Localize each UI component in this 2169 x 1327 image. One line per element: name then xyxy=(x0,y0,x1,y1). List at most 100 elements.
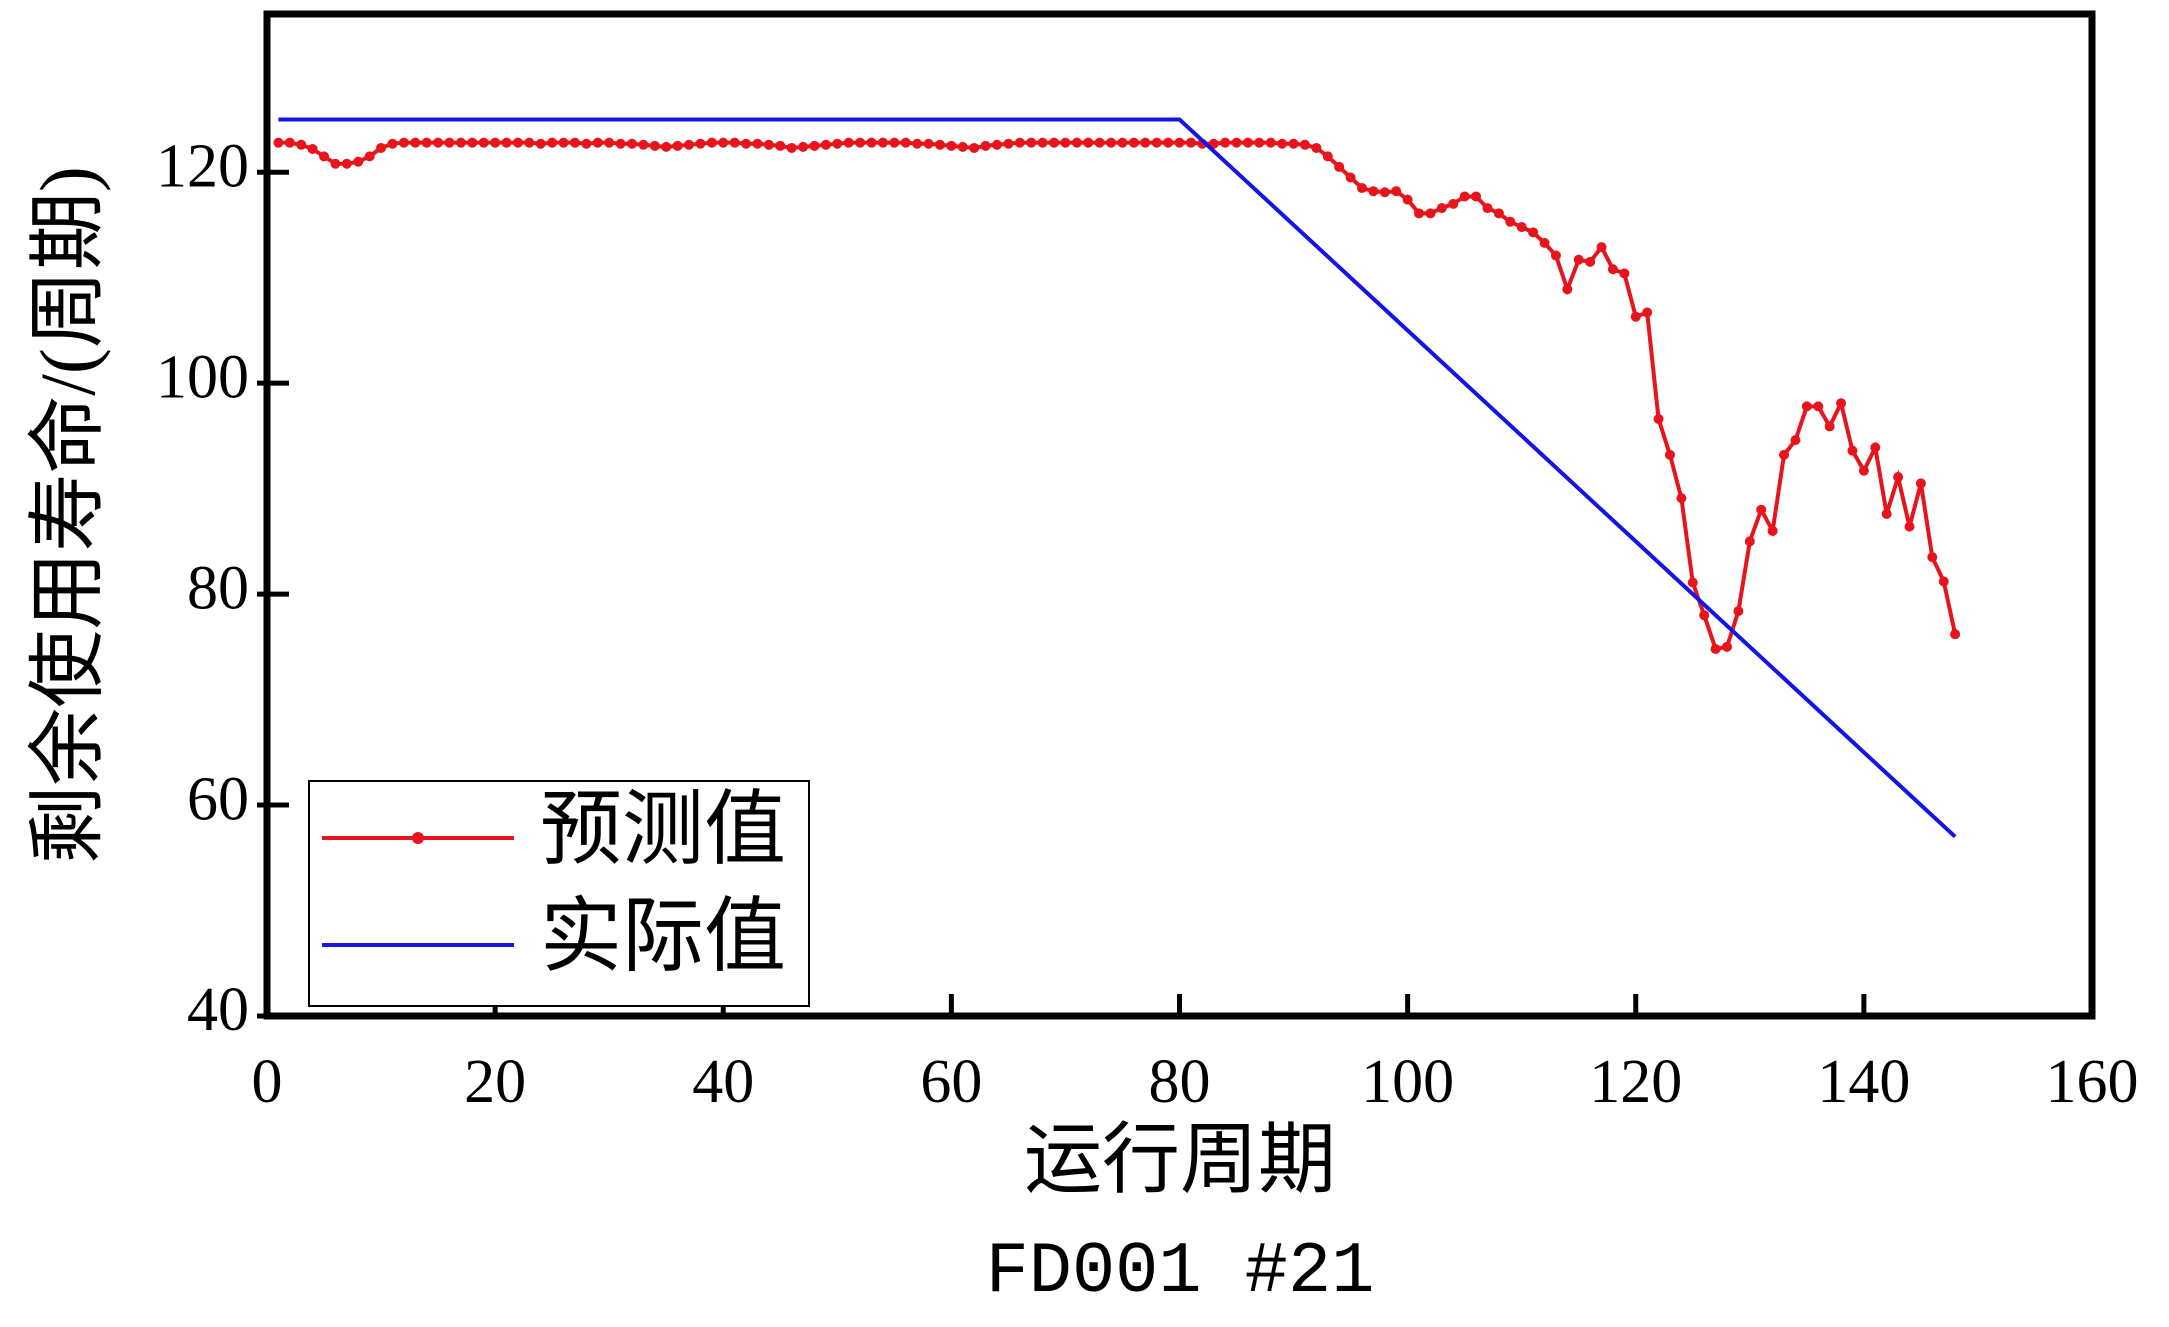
point xyxy=(1927,552,1938,563)
x-tick-label: 40 xyxy=(692,1048,754,1116)
point xyxy=(1676,493,1687,504)
y-axis-title: 剩余使用寿命/(周期) xyxy=(24,166,111,864)
point xyxy=(467,137,478,148)
point xyxy=(433,137,444,148)
point xyxy=(786,142,797,153)
point xyxy=(1277,138,1288,149)
point xyxy=(569,137,580,148)
point xyxy=(1254,137,1265,148)
legend-box xyxy=(308,780,810,1007)
point xyxy=(341,158,352,169)
point xyxy=(946,140,957,151)
point xyxy=(592,137,603,148)
y-tick-label: 80 xyxy=(187,554,249,622)
plot-frame xyxy=(263,10,2096,1020)
point xyxy=(1687,577,1698,588)
point xyxy=(706,137,717,148)
point xyxy=(1733,605,1744,616)
point xyxy=(980,140,991,151)
y-tick-label: 60 xyxy=(187,765,249,833)
point xyxy=(398,137,409,148)
point xyxy=(1174,137,1185,148)
point xyxy=(1596,242,1607,253)
point xyxy=(547,137,558,148)
point xyxy=(1630,311,1641,322)
point xyxy=(798,141,809,152)
point xyxy=(1585,256,1596,267)
point xyxy=(1482,203,1493,214)
point xyxy=(1242,137,1253,148)
x-tick-label: 0 xyxy=(252,1048,283,1116)
point xyxy=(444,137,455,148)
point xyxy=(729,137,740,148)
point xyxy=(1881,508,1892,519)
point xyxy=(900,137,911,148)
point xyxy=(1368,186,1379,197)
point xyxy=(1037,137,1048,148)
point xyxy=(1562,284,1573,295)
point xyxy=(1391,186,1402,197)
point xyxy=(649,140,660,151)
point xyxy=(1231,137,1242,148)
point xyxy=(775,140,786,151)
point xyxy=(627,138,637,149)
point xyxy=(1801,401,1812,412)
point xyxy=(330,158,341,169)
point xyxy=(307,144,318,155)
x-axis-title: 运行周期 xyxy=(1024,1116,1336,1203)
point xyxy=(809,140,820,151)
chart-subtitle: FD001 #21 xyxy=(986,1231,1375,1313)
point xyxy=(1744,536,1755,547)
point xyxy=(1550,250,1561,261)
point xyxy=(1060,137,1071,148)
point xyxy=(1756,504,1767,515)
point xyxy=(832,138,843,149)
point xyxy=(1014,137,1025,148)
point xyxy=(1664,449,1675,460)
point xyxy=(1619,268,1630,279)
point xyxy=(1140,137,1151,148)
point xyxy=(672,140,683,151)
point xyxy=(843,137,854,148)
x-tick-label: 80 xyxy=(1149,1048,1211,1116)
point xyxy=(957,141,968,152)
point xyxy=(1493,208,1504,219)
point xyxy=(1505,216,1516,227)
point xyxy=(1642,307,1653,318)
point xyxy=(1322,151,1333,162)
point xyxy=(478,137,489,148)
point xyxy=(889,137,900,148)
point xyxy=(1163,137,1174,148)
y-tick-label: 100 xyxy=(156,343,249,411)
point xyxy=(763,139,774,150)
x-tick-label: 20 xyxy=(464,1048,526,1116)
point xyxy=(353,156,364,167)
point xyxy=(1722,641,1732,652)
point xyxy=(558,137,569,148)
point xyxy=(1357,183,1367,194)
point xyxy=(1094,137,1105,148)
point xyxy=(820,139,831,150)
point xyxy=(1858,465,1869,476)
point xyxy=(387,138,398,149)
series-line xyxy=(278,117,1957,839)
y-tick-label: 120 xyxy=(156,132,249,200)
point xyxy=(1288,138,1299,149)
point xyxy=(604,137,615,148)
point xyxy=(1106,137,1117,148)
point xyxy=(1379,187,1390,198)
legend-marker xyxy=(412,832,424,844)
point xyxy=(284,137,295,148)
point xyxy=(421,137,432,148)
x-tick-label: 120 xyxy=(1589,1048,1682,1116)
point xyxy=(1539,237,1550,248)
point xyxy=(1345,172,1356,183)
point xyxy=(1311,142,1322,153)
point xyxy=(661,141,672,152)
point xyxy=(1607,264,1618,275)
point xyxy=(1128,137,1139,148)
point xyxy=(638,139,649,150)
point xyxy=(912,138,923,149)
point xyxy=(923,138,934,149)
